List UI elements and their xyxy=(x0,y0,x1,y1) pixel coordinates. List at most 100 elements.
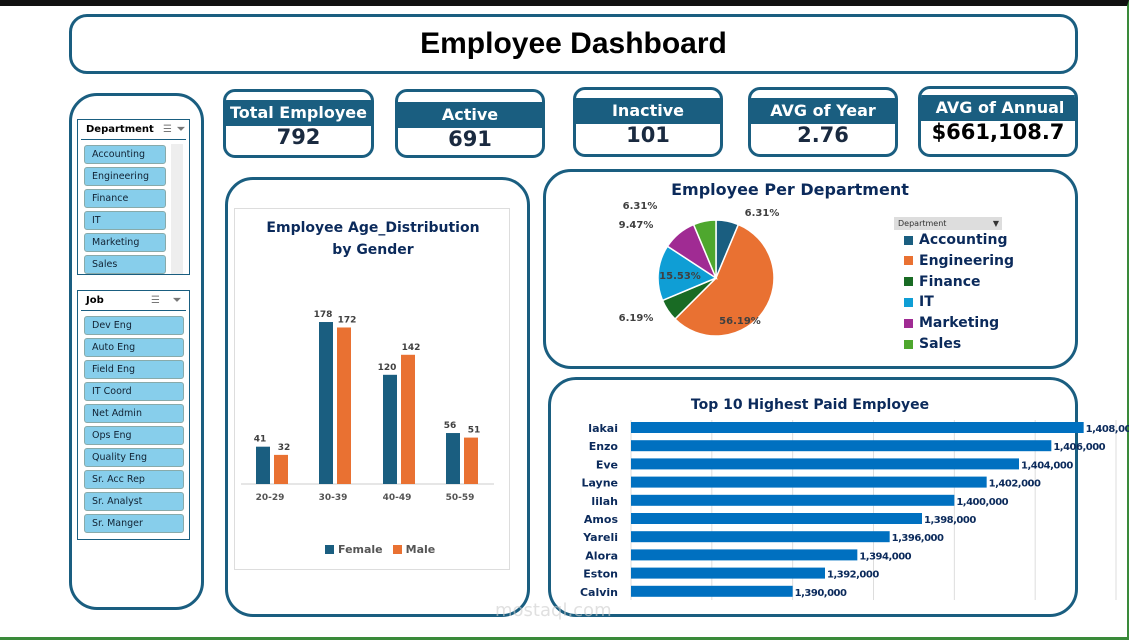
bar-female xyxy=(446,433,460,484)
dropdown-arrow-icon: ▼ xyxy=(992,219,999,228)
data-label: 32 xyxy=(278,443,291,453)
legend-label: Marketing xyxy=(919,315,1000,332)
data-label: 41 xyxy=(254,435,267,445)
bar-male xyxy=(274,454,288,484)
multi-select-icon[interactable]: ☰ xyxy=(151,295,160,306)
data-label: 178 xyxy=(314,310,333,320)
legend-swatch xyxy=(904,339,913,349)
pie-data-label: 6.31% xyxy=(623,201,658,212)
pie-slice-it xyxy=(657,245,718,302)
legend-swatch xyxy=(904,235,913,245)
legend-swatch xyxy=(904,277,913,287)
slicer-item[interactable]: Sr. Analyst xyxy=(84,492,184,511)
bar xyxy=(631,494,955,506)
y-tick-label: Calvin xyxy=(580,586,618,599)
pie-data-label: 6.19% xyxy=(619,313,654,324)
slicer-item[interactable]: Ops Eng xyxy=(84,426,184,445)
kpi-value: 792 xyxy=(276,125,321,149)
bar-female xyxy=(319,322,333,484)
slicer-item[interactable]: Finance xyxy=(84,189,166,208)
legend-label: Accounting xyxy=(919,232,1008,248)
bar xyxy=(631,531,890,543)
slicer-title: Department xyxy=(86,124,154,135)
slicer-item[interactable]: Marketing xyxy=(84,233,166,252)
kpi-label: Active xyxy=(398,102,542,128)
slicer-title: Job xyxy=(86,295,104,306)
data-label: 1,406,000 xyxy=(1053,442,1105,453)
slicer-item[interactable]: Quality Eng xyxy=(84,448,184,467)
data-label: 1,392,000 xyxy=(827,570,879,581)
legend-item: IT xyxy=(904,294,934,310)
slicer-item[interactable]: Auto Eng xyxy=(84,338,184,357)
slicer-item[interactable]: Accounting xyxy=(84,145,166,164)
slicer-item[interactable]: Engineering xyxy=(84,167,166,186)
legend-male: Male xyxy=(405,543,436,556)
y-tick-label: Eston xyxy=(583,568,618,581)
y-tick-label: Eve xyxy=(596,458,618,471)
scrollbar[interactable] xyxy=(171,144,183,274)
legend-swatch xyxy=(904,256,913,266)
slicer-item[interactable]: IT xyxy=(84,211,166,230)
kpi-active: Active 691 xyxy=(395,89,545,158)
pie-slice-sales xyxy=(692,219,717,279)
job-slicer: Job ☰ ⏷ Dev Eng Auto Eng Field Eng IT Coord Ne… xyxy=(77,290,190,540)
legend-swatch xyxy=(904,318,913,328)
y-tick-label: lakai xyxy=(588,422,618,435)
x-tick-label: 50-59 xyxy=(446,493,475,503)
slicer-item[interactable]: Sr. Manger xyxy=(84,514,184,533)
kpi-avg-annual: AVG of Annual $661,108.7 xyxy=(918,86,1078,157)
slicer-item[interactable]: Dev Eng xyxy=(84,316,184,335)
data-label: 1,408,000 xyxy=(1086,424,1129,435)
pie-data-label: 15.53% xyxy=(659,271,701,282)
legend-label: Sales xyxy=(919,336,962,352)
x-tick-label: 20-29 xyxy=(256,493,285,503)
clear-filter-icon[interactable]: ⏷ xyxy=(177,124,185,135)
legend-label: IT xyxy=(919,294,934,311)
legend-item: Marketing xyxy=(904,315,999,331)
legend-swatch-male xyxy=(392,545,402,554)
top-paid-title: Top 10 Highest Paid Employee xyxy=(690,397,930,413)
department-slicer: Department ☰ ⏷ Accounting Engineering Financ… xyxy=(77,119,190,275)
data-label: 120 xyxy=(378,363,397,373)
slicer-item[interactable]: Net Admin xyxy=(84,404,184,423)
department-filter-dropdown[interactable]: Department ▼ xyxy=(894,217,1002,230)
pie-data-label: 56.19% xyxy=(719,316,761,327)
slicer-item[interactable]: Sales xyxy=(84,255,166,274)
data-label: 1,394,000 xyxy=(859,551,911,562)
kpi-label: Total Employee xyxy=(226,100,371,126)
legend-swatch xyxy=(904,297,913,307)
bar xyxy=(631,458,1019,470)
legend-female: Female xyxy=(338,543,383,556)
dept-chart-panel xyxy=(543,169,1078,369)
slicer-item[interactable]: Field Eng xyxy=(84,360,184,379)
legend-label: Engineering xyxy=(919,252,1014,269)
dropdown-label: Department xyxy=(898,219,947,228)
data-label: 51 xyxy=(468,426,481,436)
kpi-avg-year: AVG of Year 2.76 xyxy=(748,87,898,157)
y-tick-label: Layne xyxy=(581,477,618,490)
data-label: 1,396,000 xyxy=(892,533,944,544)
y-tick-label: lilah xyxy=(591,495,618,508)
bar xyxy=(631,549,858,561)
kpi-value: $661,108.7 xyxy=(931,120,1065,144)
kpi-label: Inactive xyxy=(576,98,720,124)
bar-male xyxy=(337,327,351,484)
legend-item: Engineering xyxy=(904,253,1014,269)
watermark: mostaql.com xyxy=(495,600,612,621)
title-line: by Gender xyxy=(332,242,414,258)
legend-item: Accounting xyxy=(904,232,1007,248)
slicer-item[interactable]: IT Coord xyxy=(84,382,184,401)
bar xyxy=(631,585,793,597)
data-label: 1,398,000 xyxy=(924,515,976,526)
pie-data-label: 6.31% xyxy=(745,208,780,219)
page-title: Employee Dashboard xyxy=(69,14,1078,74)
slicer-item[interactable]: Sr. Acc Rep xyxy=(84,470,184,489)
y-tick-label: Alora xyxy=(585,549,618,562)
clear-filter-icon[interactable]: ⏷ xyxy=(173,295,181,306)
data-label: 1,404,000 xyxy=(1021,460,1073,471)
multi-select-icon[interactable]: ☰ xyxy=(163,124,172,135)
bar xyxy=(631,567,825,579)
